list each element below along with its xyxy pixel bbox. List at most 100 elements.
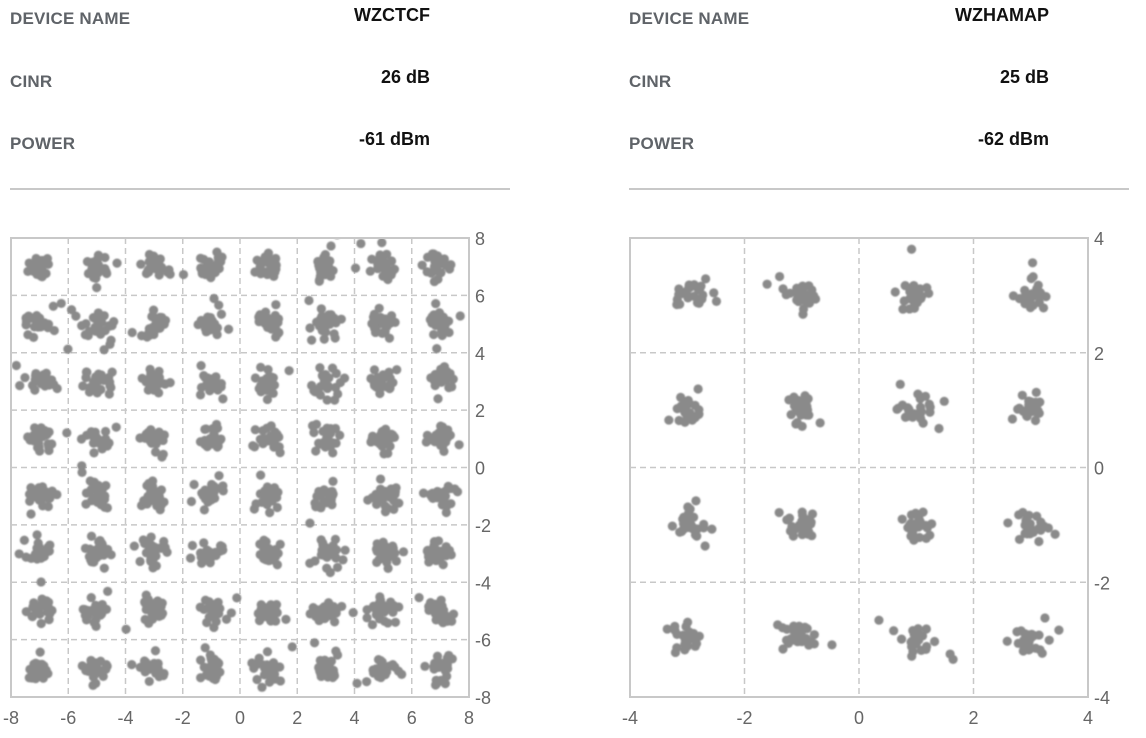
data-point xyxy=(307,421,318,431)
data-point xyxy=(89,477,99,487)
cinr-value: 26 dB xyxy=(380,67,430,87)
x-tick-label: -8 xyxy=(3,708,19,728)
data-point xyxy=(907,282,918,292)
data-point xyxy=(321,656,332,667)
data-point xyxy=(434,546,444,556)
data-point xyxy=(150,447,161,457)
data-point xyxy=(195,602,205,612)
data-point xyxy=(199,538,209,548)
data-point xyxy=(441,499,452,509)
data-point xyxy=(305,518,315,528)
data-point xyxy=(144,249,155,260)
data-point xyxy=(711,296,722,307)
data-point xyxy=(154,366,164,376)
power-label: POWER xyxy=(629,134,695,153)
data-point xyxy=(94,435,104,445)
data-point xyxy=(809,630,819,640)
power-label: POWER xyxy=(10,134,76,153)
data-point xyxy=(43,669,53,679)
data-point xyxy=(807,509,818,519)
data-point xyxy=(392,365,402,375)
data-point xyxy=(323,672,333,682)
data-point xyxy=(455,311,465,321)
data-point xyxy=(129,541,139,551)
data-point xyxy=(101,660,111,670)
data-point xyxy=(895,379,905,389)
data-point xyxy=(186,496,197,507)
data-point xyxy=(145,494,155,504)
data-point xyxy=(664,415,674,425)
data-point xyxy=(26,483,36,493)
data-point xyxy=(92,497,103,507)
data-point xyxy=(1031,643,1041,653)
data-point xyxy=(15,381,25,391)
data-point xyxy=(367,620,378,630)
data-point xyxy=(934,423,944,434)
data-point xyxy=(320,487,330,497)
data-point xyxy=(1024,510,1034,520)
data-point xyxy=(322,433,332,444)
data-point xyxy=(273,548,283,558)
data-point xyxy=(187,540,198,551)
data-point xyxy=(30,492,40,502)
data-point xyxy=(892,404,902,414)
data-point xyxy=(786,634,796,644)
data-point xyxy=(701,274,711,284)
data-point xyxy=(448,609,459,619)
data-point xyxy=(431,555,441,566)
data-point xyxy=(389,504,399,514)
data-point xyxy=(151,561,161,571)
data-point xyxy=(197,269,207,279)
data-point xyxy=(709,288,719,298)
data-point xyxy=(47,375,57,385)
data-point xyxy=(381,547,391,557)
data-point xyxy=(1039,521,1049,531)
data-point xyxy=(26,509,36,519)
x-tick-label: 0 xyxy=(854,708,864,728)
data-point xyxy=(378,493,389,503)
data-point xyxy=(909,524,919,534)
data-point xyxy=(152,377,162,387)
data-point xyxy=(326,271,336,281)
plot-frame xyxy=(629,237,1089,698)
data-point xyxy=(674,289,684,300)
data-point xyxy=(384,373,395,383)
data-point xyxy=(1028,272,1038,282)
data-point xyxy=(88,680,98,690)
device-name-label: DEVICE NAME xyxy=(629,9,750,28)
data-point xyxy=(205,386,215,396)
data-point xyxy=(330,316,340,326)
data-point xyxy=(365,266,375,276)
data-point xyxy=(777,623,788,633)
data-point xyxy=(762,279,772,289)
data-point xyxy=(916,406,926,416)
y-tick-label: 6 xyxy=(475,286,485,306)
data-point xyxy=(913,389,923,399)
data-point xyxy=(325,441,336,452)
data-point xyxy=(693,384,703,394)
data-point xyxy=(421,437,431,447)
data-point xyxy=(146,542,156,553)
data-point xyxy=(774,271,785,282)
data-point xyxy=(386,256,397,266)
data-point xyxy=(670,647,681,658)
data-point xyxy=(314,438,324,448)
data-point xyxy=(314,276,324,286)
data-point xyxy=(690,641,700,651)
data-point xyxy=(270,267,280,277)
data-point xyxy=(1014,534,1025,545)
data-point xyxy=(443,425,453,435)
data-point xyxy=(430,261,440,272)
data-point xyxy=(44,490,54,500)
data-point xyxy=(325,567,335,578)
data-point xyxy=(667,521,677,531)
data-point xyxy=(83,330,93,341)
data-point xyxy=(31,368,41,379)
data-point xyxy=(389,264,400,274)
data-point xyxy=(32,530,42,540)
data-point xyxy=(920,391,931,401)
data-point xyxy=(249,504,259,514)
cinr-row: CINR 25 dB xyxy=(629,67,1129,102)
data-point xyxy=(249,663,259,673)
data-point xyxy=(945,649,955,659)
